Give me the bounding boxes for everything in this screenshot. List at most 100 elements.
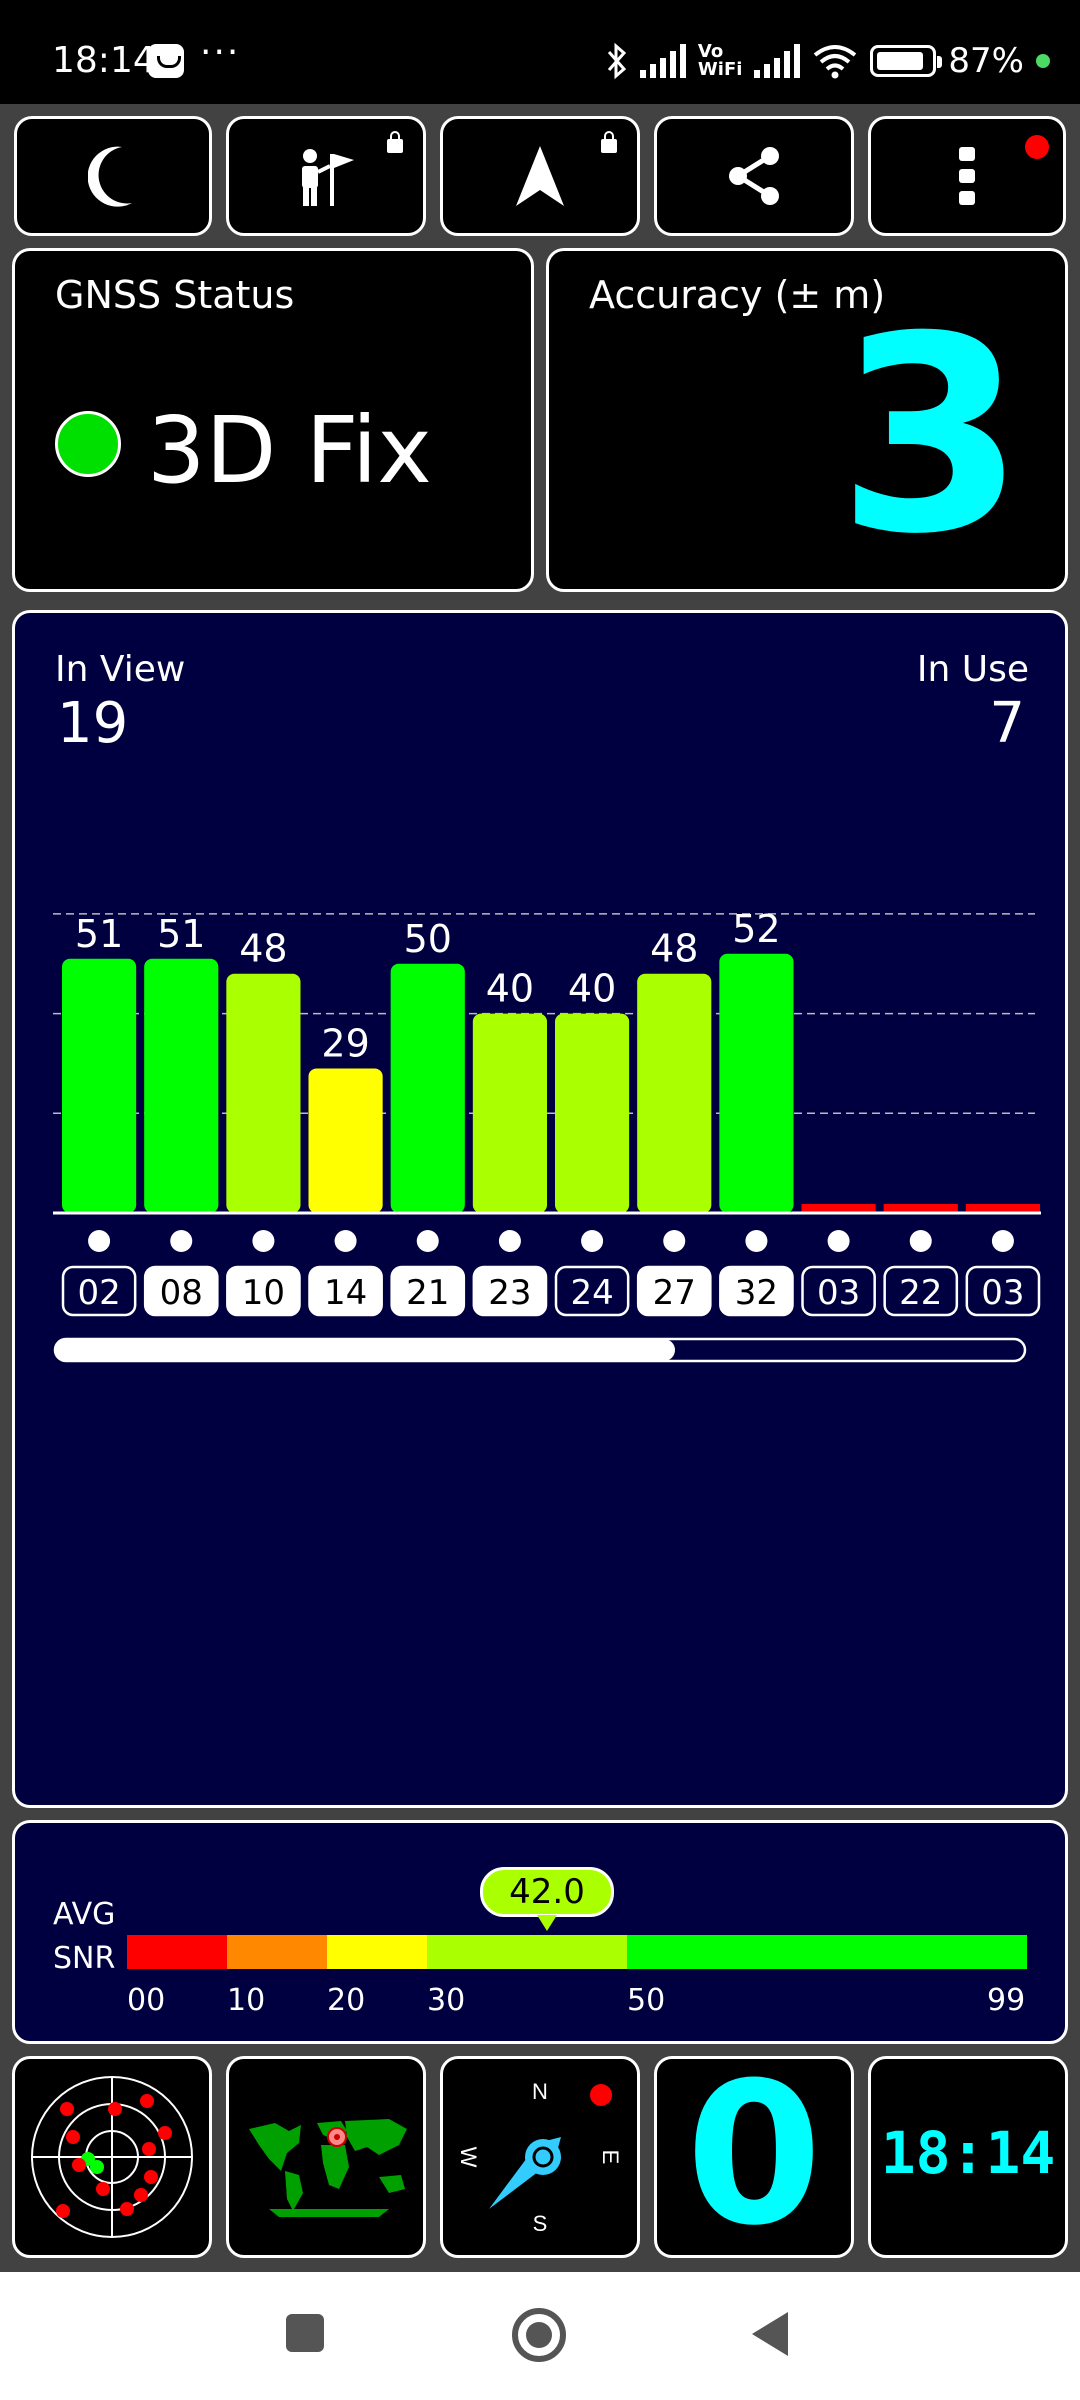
compass-red-dot bbox=[590, 2084, 612, 2106]
snr-bar bbox=[637, 973, 712, 1213]
avg-snr-pointer bbox=[537, 1915, 557, 1931]
moon-icon bbox=[88, 146, 132, 207]
lock-icon bbox=[387, 131, 403, 153]
compass-icon: N S W E bbox=[456, 2079, 623, 2236]
snr-bar bbox=[390, 963, 465, 1213]
notification-icon bbox=[148, 44, 184, 78]
world-map-icon bbox=[249, 2119, 407, 2217]
satellite-marker bbox=[88, 1230, 111, 1252]
lock-icon bbox=[601, 131, 617, 153]
snr-scale-segment bbox=[127, 1935, 227, 1969]
in-view-count: 19 bbox=[57, 691, 129, 756]
satellite-marker bbox=[170, 1230, 193, 1252]
satellite-id-box bbox=[472, 1265, 548, 1317]
snr-bar-label: 48 bbox=[650, 927, 698, 971]
snr-scale-tick: 00 bbox=[127, 1983, 166, 2018]
satellite-marker bbox=[334, 1230, 357, 1252]
snr-scale-segment bbox=[627, 1935, 1027, 1969]
satellite-marker bbox=[663, 1230, 686, 1252]
snr-scale-segment bbox=[227, 1935, 327, 1969]
snr-bar-label: 52 bbox=[732, 907, 780, 951]
satellite-marker bbox=[252, 1230, 275, 1252]
share-button[interactable] bbox=[654, 116, 854, 236]
clock-tile[interactable]: 18:14 bbox=[868, 2056, 1068, 2258]
snr-scale-segment bbox=[327, 1935, 427, 1969]
in-use-label: In Use bbox=[916, 649, 1029, 690]
satellite-id: 21 bbox=[406, 1273, 449, 1313]
navigation-arrow-icon bbox=[516, 146, 564, 206]
snr-scale-tick: 30 bbox=[427, 1983, 466, 2018]
snr-bar-chart: 51 02 51 08 48 10 29 14 50 21 40 23 40 24 48 27 52 32 03 22… bbox=[53, 907, 1041, 1363]
snr-bar bbox=[144, 958, 219, 1213]
satellite-id-box bbox=[390, 1265, 466, 1317]
snr-scale-tick: 10 bbox=[227, 1983, 266, 2018]
satellite-id-box bbox=[143, 1265, 219, 1317]
compass-e: E bbox=[598, 2150, 623, 2165]
snr-scale-tick: 50 bbox=[627, 1983, 666, 2018]
fix-status-text: 3D Fix bbox=[147, 397, 432, 504]
avg-snr-label: AVG SNR bbox=[53, 1897, 116, 1976]
map-person-button[interactable] bbox=[226, 116, 426, 236]
satellite-id: 24 bbox=[570, 1273, 613, 1313]
map-person-flag-icon bbox=[302, 149, 354, 206]
snr-scale-segment bbox=[427, 1935, 627, 1969]
snr-bar bbox=[226, 973, 301, 1213]
satellite-id: 02 bbox=[77, 1273, 120, 1313]
compass-n: N bbox=[532, 2079, 548, 2104]
system-nav-bar bbox=[0, 2272, 1080, 2400]
satellite-id-box bbox=[965, 1265, 1041, 1317]
satellite-marker bbox=[745, 1230, 768, 1252]
snr-bar bbox=[965, 1204, 1040, 1213]
snr-bar-label: 40 bbox=[568, 967, 616, 1011]
satellite-id: 08 bbox=[160, 1273, 203, 1313]
gnss-status-title: GNSS Status bbox=[55, 273, 295, 317]
more-options-button[interactable] bbox=[868, 116, 1066, 236]
satellite-id: 14 bbox=[324, 1273, 367, 1313]
satellite-snr-chart-card[interactable]: In View 19 In Use 7 51 02 51 08 48 10 29 14 50 21… bbox=[12, 610, 1068, 1808]
satellite-id-box bbox=[226, 1265, 301, 1317]
in-use-count: 7 bbox=[989, 691, 1025, 756]
snr-bar bbox=[308, 1068, 383, 1213]
clock-value: 18:14 bbox=[880, 2119, 1056, 2187]
speed-value: 0 bbox=[685, 2041, 823, 2269]
recents-button[interactable] bbox=[286, 2314, 324, 2352]
night-mode-button[interactable] bbox=[14, 116, 212, 236]
back-button[interactable] bbox=[752, 2312, 788, 2356]
compass-tile[interactable]: N S W E bbox=[440, 2056, 640, 2258]
accuracy-title: Accuracy (± m) bbox=[589, 273, 886, 317]
satellite-id: 10 bbox=[242, 1273, 285, 1313]
satellite-skyview-icon bbox=[31, 2076, 193, 2238]
avg-snr-card: AVG SNR 00 10 20 30 50 99 42.0 bbox=[12, 1820, 1068, 2044]
fix-status-indicator bbox=[55, 411, 121, 477]
bluetooth-icon bbox=[607, 42, 627, 80]
snr-bar bbox=[719, 953, 794, 1213]
satellite-marker bbox=[498, 1230, 521, 1252]
more-vert-icon bbox=[959, 147, 975, 205]
home-button[interactable] bbox=[512, 2308, 566, 2362]
battery-percent: 87% bbox=[948, 41, 1024, 81]
satellite-id-box bbox=[883, 1265, 959, 1317]
world-map-tile[interactable] bbox=[226, 2056, 426, 2258]
gnss-status-card[interactable]: GNSS Status 3D Fix bbox=[12, 248, 534, 592]
snr-bar bbox=[555, 1013, 630, 1213]
wifi-icon bbox=[814, 45, 857, 79]
speed-tile[interactable]: 0 bbox=[654, 2041, 854, 2269]
in-view-label: In View bbox=[55, 649, 186, 690]
satellite-marker bbox=[991, 1230, 1014, 1252]
signal-icon-2 bbox=[754, 44, 801, 78]
satellite-id: 32 bbox=[735, 1273, 778, 1313]
satellite-id: 27 bbox=[653, 1273, 696, 1313]
snr-bar bbox=[62, 958, 137, 1213]
vowifi-icon: Vo WiFi bbox=[697, 41, 743, 80]
snr-bar-label: 29 bbox=[321, 1021, 369, 1065]
satellite-id-box bbox=[61, 1265, 137, 1317]
accuracy-card[interactable]: Accuracy (± m) 3 bbox=[546, 248, 1068, 592]
satellite-id-box bbox=[719, 1265, 794, 1317]
signal-icon bbox=[639, 44, 686, 78]
satellite-marker bbox=[909, 1230, 932, 1252]
satellite-id-box bbox=[554, 1265, 630, 1317]
snr-bar bbox=[883, 1204, 958, 1213]
battery-status-dot bbox=[1036, 54, 1050, 68]
sky-view-tile[interactable] bbox=[12, 2056, 212, 2258]
navigation-button[interactable] bbox=[440, 116, 640, 236]
